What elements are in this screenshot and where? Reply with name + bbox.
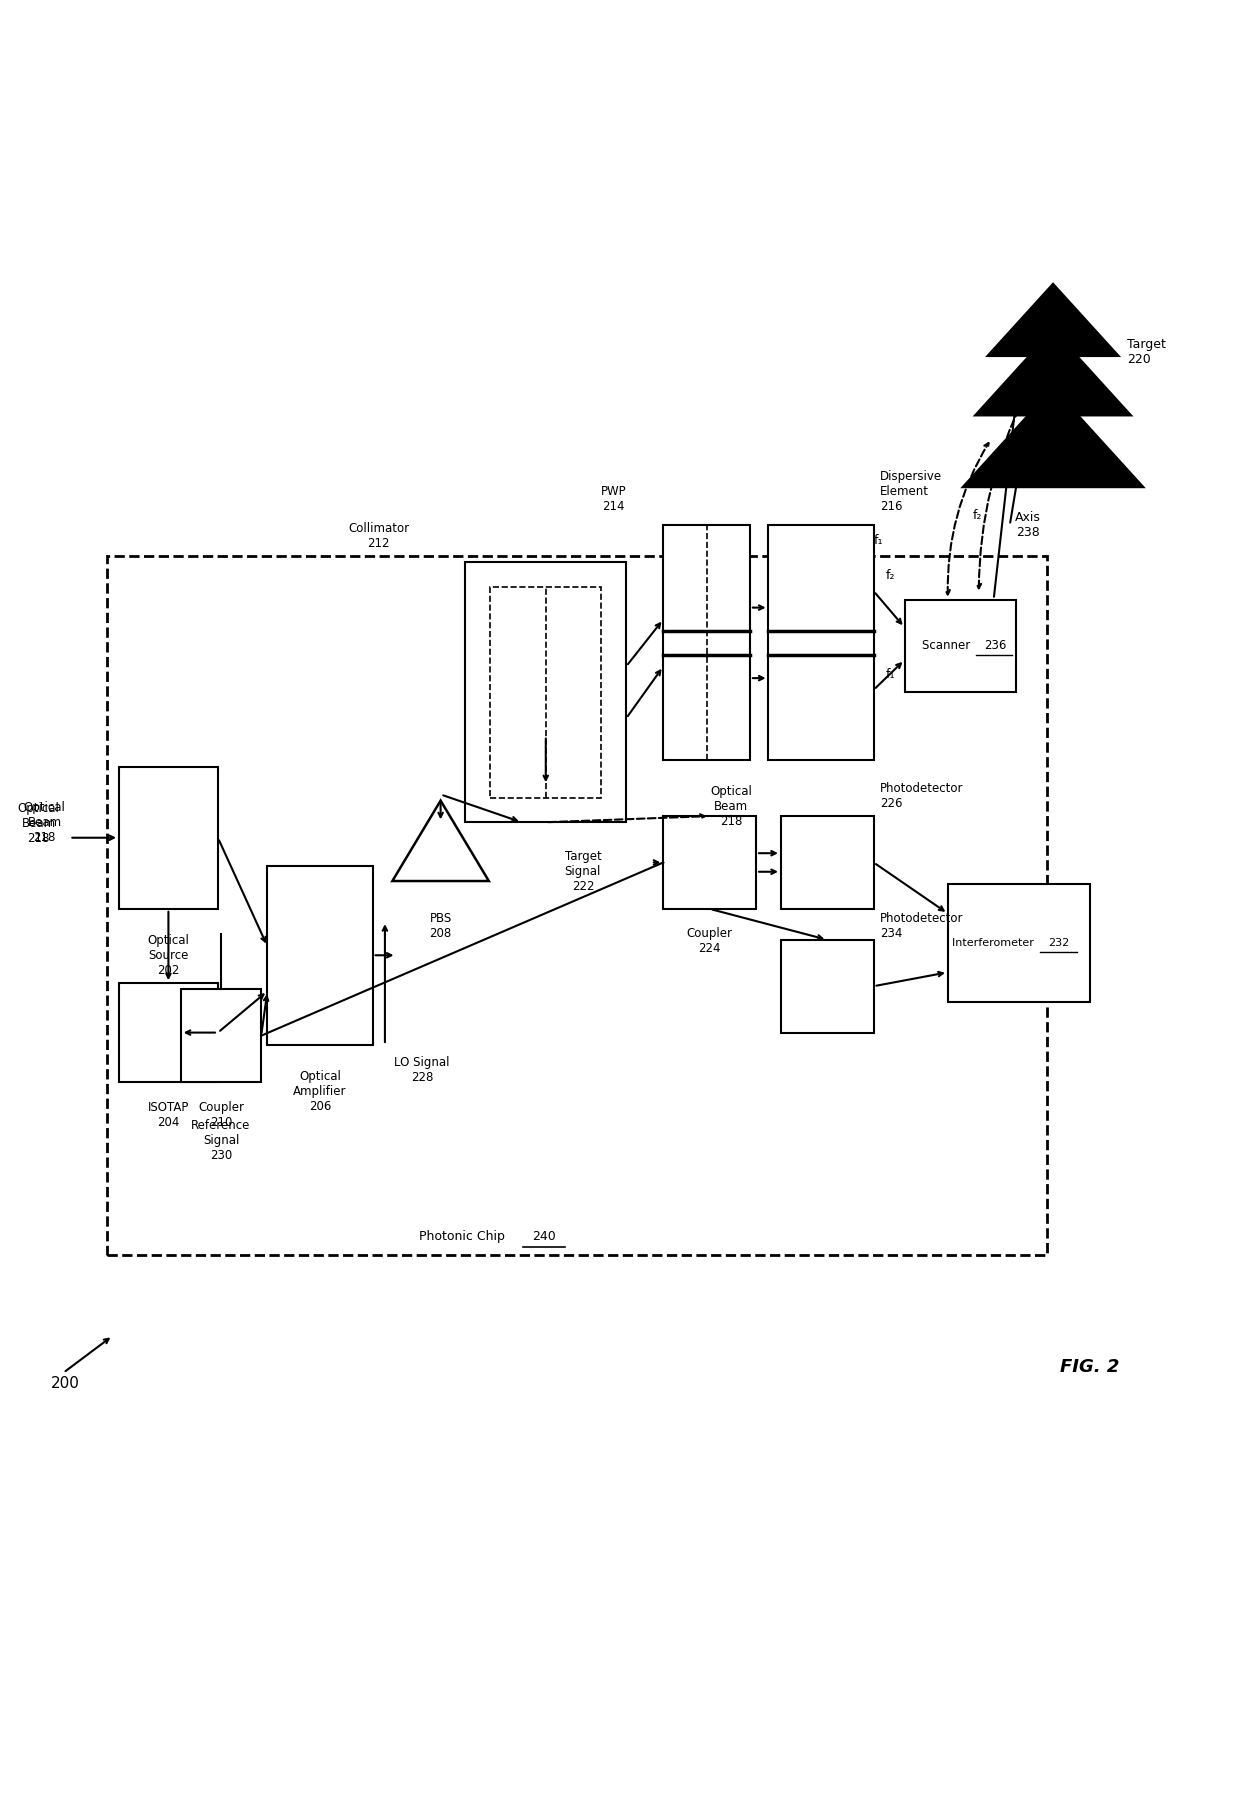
FancyBboxPatch shape [781,816,874,909]
Text: Photodetector
226: Photodetector 226 [880,782,963,810]
FancyBboxPatch shape [465,563,626,823]
Polygon shape [972,328,1133,416]
Text: Coupler
224: Coupler 224 [687,927,733,956]
Text: 232: 232 [1048,938,1069,948]
Text: Optical
Source
202: Optical Source 202 [148,934,190,977]
FancyBboxPatch shape [904,599,1016,692]
Text: 200: 200 [51,1377,79,1391]
FancyBboxPatch shape [181,990,262,1083]
Text: Collimator
212: Collimator 212 [348,522,409,550]
FancyBboxPatch shape [769,525,874,760]
Text: f₂: f₂ [887,568,895,581]
Text: Photodetector
234: Photodetector 234 [880,913,963,940]
Text: Interferometer: Interferometer [951,938,1037,948]
Text: ISOTAP
204: ISOTAP 204 [148,1101,190,1128]
Text: Optical
Beam
218: Optical Beam 218 [17,801,60,845]
Text: PBS
208: PBS 208 [429,913,451,940]
Text: Reference
Signal
230: Reference Signal 230 [191,1119,250,1162]
Text: PWP
214: PWP 214 [601,484,626,513]
Text: FIG. 2: FIG. 2 [1060,1357,1120,1375]
Polygon shape [960,385,1146,488]
Text: f₁: f₁ [874,534,883,547]
Text: Target
220: Target 220 [1127,339,1166,366]
Text: 236: 236 [983,640,1006,653]
Text: LO Signal
228: LO Signal 228 [394,1056,450,1083]
Text: 240: 240 [532,1230,557,1243]
FancyBboxPatch shape [663,816,756,909]
FancyBboxPatch shape [119,767,218,909]
FancyBboxPatch shape [947,884,1090,1002]
Text: Scanner: Scanner [921,640,973,653]
Text: Coupler
210: Coupler 210 [198,1101,244,1128]
FancyBboxPatch shape [268,866,372,1045]
Text: f₁: f₁ [887,667,895,681]
Text: Optical
Beam
218: Optical Beam 218 [24,801,66,845]
FancyBboxPatch shape [1040,402,1065,432]
FancyBboxPatch shape [781,940,874,1033]
Text: Photonic Chip: Photonic Chip [419,1230,508,1243]
Text: Axis
238: Axis 238 [1016,511,1042,540]
Text: f₂: f₂ [972,509,982,522]
FancyBboxPatch shape [119,983,218,1083]
Text: Optical
Amplifier
206: Optical Amplifier 206 [293,1070,347,1113]
Text: Dispersive
Element
216: Dispersive Element 216 [880,470,942,513]
Polygon shape [985,282,1121,357]
Text: Optical
Beam
218: Optical Beam 218 [711,785,753,828]
FancyBboxPatch shape [663,525,750,760]
Text: Target
Signal
222: Target Signal 222 [564,850,601,893]
